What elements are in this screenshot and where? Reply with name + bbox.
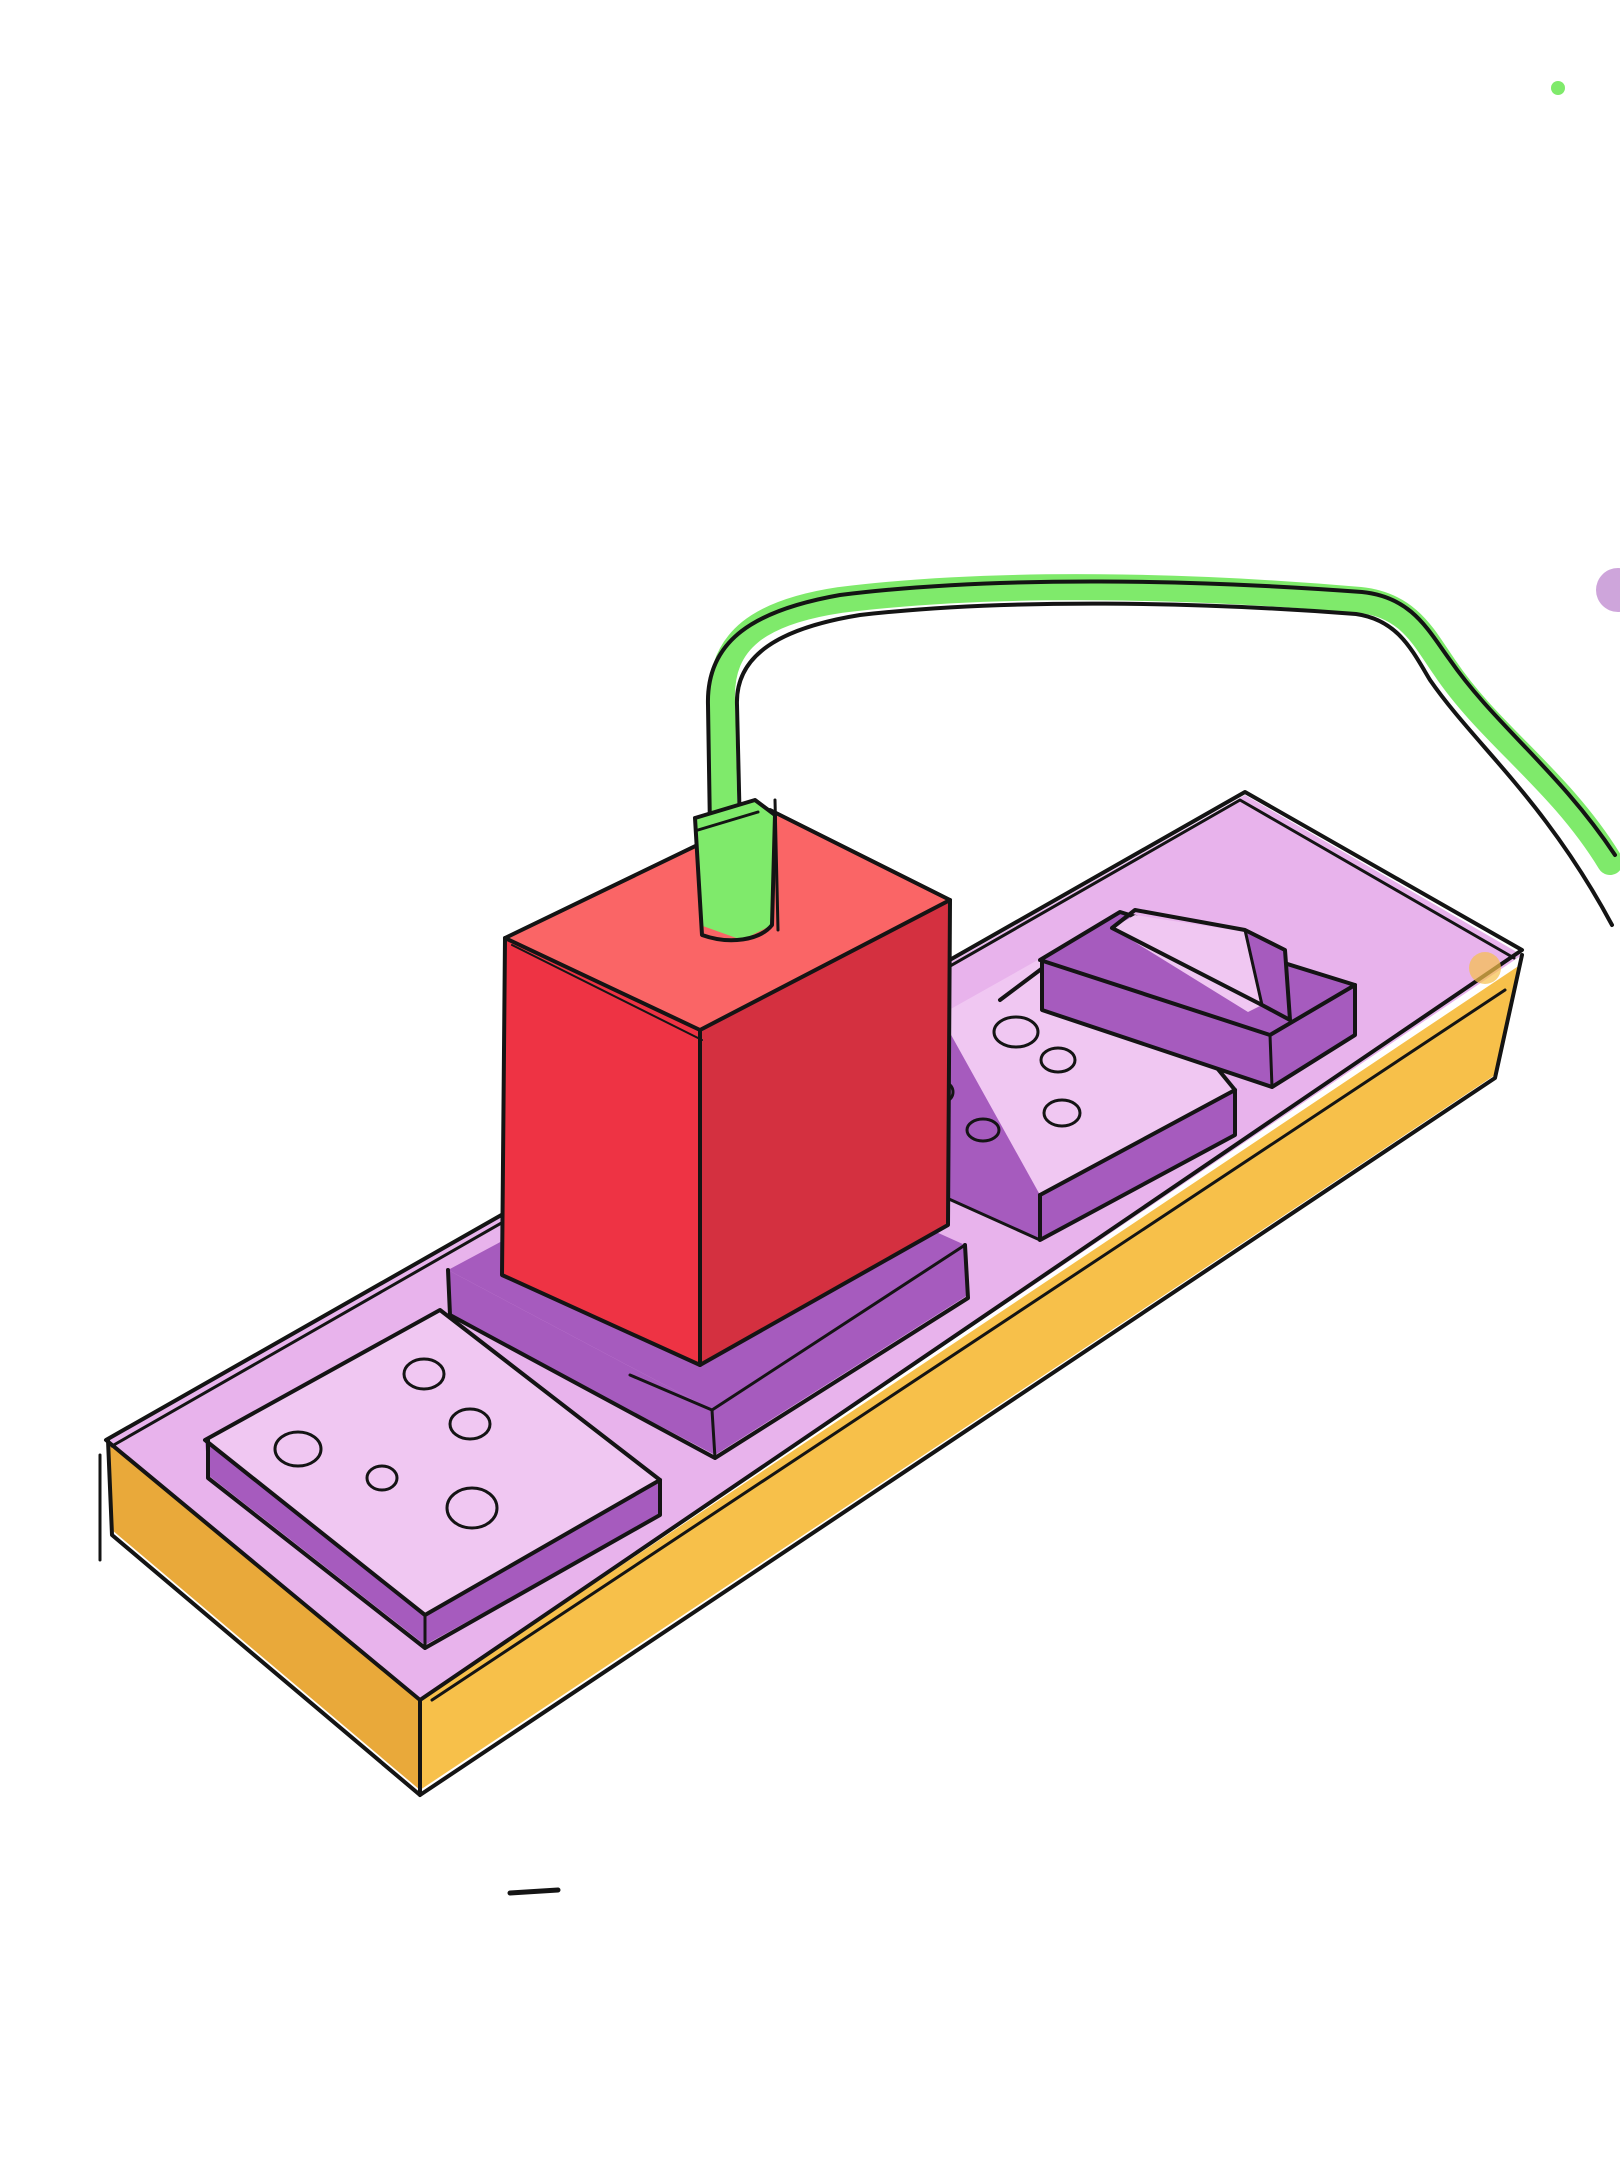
stray-dot-purple (1596, 568, 1620, 612)
outlet-middle-side (448, 1270, 715, 1455)
charger-front-face (502, 938, 700, 1365)
outlet-right[interactable] (935, 923, 1237, 1242)
outlet-right-side (940, 1015, 1040, 1240)
outlet-middle-front (712, 1245, 968, 1455)
stray-dot-green (1551, 81, 1565, 95)
outlet-left-side (205, 1440, 425, 1645)
strip-side-face (420, 965, 1520, 1790)
outlet-right-front (1040, 1090, 1235, 1240)
rocker-switch[interactable] (1038, 908, 1357, 1089)
charger-side-face (700, 900, 950, 1365)
outlet-left-holes (273, 1357, 499, 1530)
cable-cord (708, 574, 1620, 875)
outlet-left-front (425, 1480, 660, 1645)
cable-plug (695, 800, 775, 940)
stray-stroke (507, 1887, 561, 1896)
switch-base-right (1270, 985, 1355, 1085)
stray-dot-orange (1469, 952, 1501, 984)
strip-front-face (110, 1440, 420, 1790)
outlet-left[interactable] (203, 1308, 662, 1650)
outlet-left-top (205, 1310, 660, 1615)
switch-paddle-side (1245, 932, 1290, 1020)
charger-cable (693, 574, 1620, 943)
switch-base-front (1040, 960, 1272, 1085)
